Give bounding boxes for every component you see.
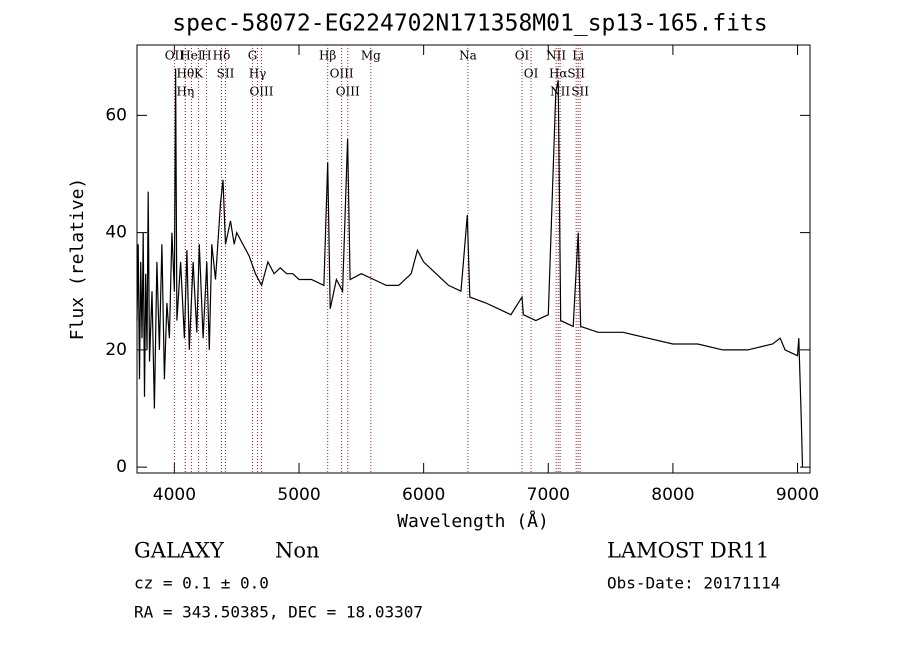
y-tick-label: 40	[105, 223, 127, 243]
y-axis-label: Flux (relative)	[67, 178, 88, 341]
annotation: Non	[275, 539, 320, 563]
y-tick-label: 20	[105, 340, 127, 360]
x-tick-label: 9000	[776, 485, 819, 505]
x-tick-label: 5000	[277, 485, 320, 505]
y-tick-label: 60	[105, 105, 127, 125]
line-label: Mg	[361, 49, 381, 63]
line-label: OI	[515, 49, 530, 63]
line-label: OIII	[330, 67, 354, 81]
annotation: RA = 343.50385, DEC = 18.03307	[134, 603, 423, 622]
line-label: OIII	[249, 85, 273, 99]
line-label: OIII	[336, 85, 360, 99]
line-label: SII	[217, 67, 235, 81]
line-label: Hβ	[319, 49, 336, 63]
x-tick-label: 6000	[402, 485, 445, 505]
line-label: H	[201, 49, 211, 63]
x-axis-label: Wavelength (Å)	[397, 510, 549, 532]
line-label: HeI	[180, 49, 203, 63]
annotation: GALAXY	[134, 539, 225, 563]
spectrum-line	[136, 68, 804, 468]
line-label: Na	[459, 49, 477, 63]
annotation: Obs-Date: 20171114	[607, 574, 780, 593]
line-label: Hα	[549, 67, 568, 81]
line-label: Hγ	[249, 67, 267, 81]
line-label: OI	[524, 67, 539, 81]
line-label: NII	[550, 85, 570, 99]
x-tick-label: 4000	[153, 485, 196, 505]
y-tick-label: 0	[116, 457, 127, 477]
annotation: LAMOST DR11	[607, 539, 769, 563]
line-label: NII	[546, 49, 566, 63]
line-label: SII	[571, 85, 589, 99]
line-label: G	[248, 49, 258, 63]
plot-frame	[136, 44, 811, 474]
line-label: OII	[165, 49, 185, 63]
line-label: Hθ	[177, 67, 195, 81]
line-label: Hη	[177, 85, 195, 99]
annotation: cz = 0.1 ± 0.0	[134, 574, 269, 593]
chart-title: spec-58072-EG224702N171358M01_sp13-165.f…	[172, 11, 767, 37]
x-tick-label: 8000	[651, 485, 694, 505]
line-label: SII	[567, 67, 585, 81]
line-label: K	[194, 67, 204, 81]
line-label: Hδ	[213, 49, 231, 63]
line-label: Li	[572, 49, 584, 63]
x-tick-label: 7000	[527, 485, 570, 505]
